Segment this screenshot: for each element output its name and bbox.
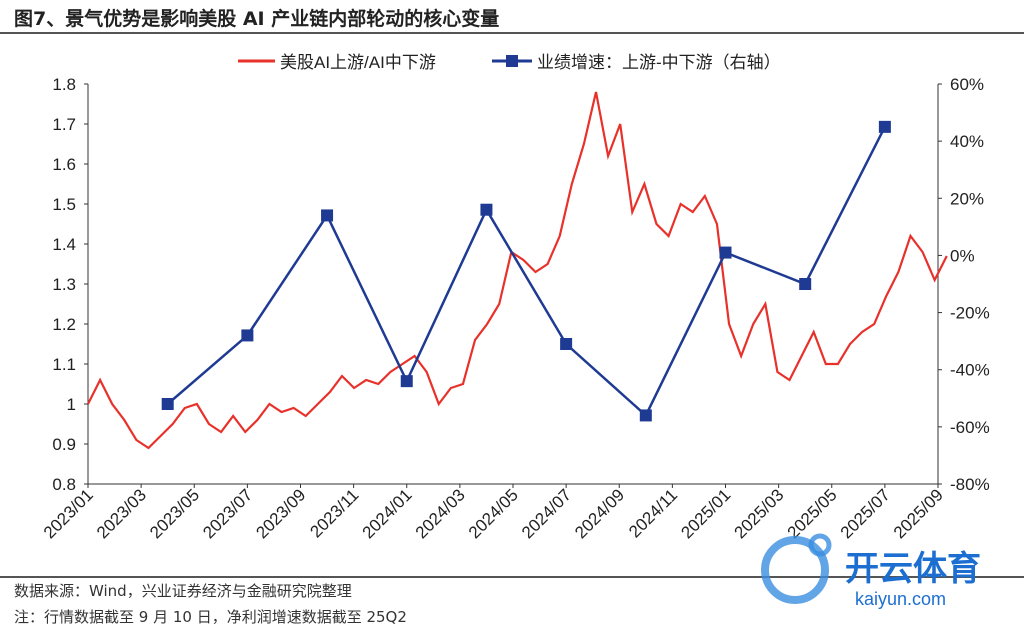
watermark-logo: 开云体育 kaiyun.com — [750, 525, 1020, 619]
earnings-growth-marker — [639, 409, 652, 422]
right-tick-label: -40% — [950, 361, 990, 380]
series-line-earnings-growth — [166, 126, 886, 418]
right-tick-label: -20% — [950, 304, 990, 323]
left-tick-label: 1.6 — [52, 155, 76, 174]
legend-label-blue: 业绩增速：上游-中下游（右轴） — [537, 53, 781, 72]
x-tick-label: 2024/07 — [518, 485, 575, 542]
x-tick-label: 2024/11 — [625, 485, 681, 541]
earnings-growth-marker — [161, 398, 174, 410]
left-tick-label: 1.5 — [52, 195, 76, 214]
footer-divider — [0, 576, 1024, 578]
left-tick-label: 1 — [67, 395, 76, 414]
earnings-growth-marker — [560, 338, 573, 350]
right-tick-label: -60% — [950, 418, 990, 437]
x-tick-label: 2024/01 — [359, 485, 416, 542]
x-tick-label: 2024/03 — [412, 485, 469, 542]
earnings-growth-marker — [799, 278, 812, 290]
title-divider — [0, 32, 1024, 34]
left-tick-label: 1.8 — [52, 75, 76, 94]
left-tick-label: 1.2 — [52, 315, 76, 334]
left-tick-label: 0.9 — [52, 435, 76, 454]
x-tick-label: 2024/09 — [571, 485, 628, 542]
figure-title: 图7、景气优势是影响美股 AI 产业链内部轮动的核心变量 — [14, 8, 500, 30]
earnings-growth-marker — [878, 120, 891, 133]
right-tick-label: 20% — [950, 189, 984, 208]
chart: 0.8 0.9 1 1.1 1.2 1.3 1.4 1.5 1.6 1.7 1.8 -80% -60% -… — [40, 53, 990, 542]
left-tick-label: 1.4 — [52, 235, 76, 254]
right-tick-label: 60% — [950, 75, 984, 94]
right-tick-label: -80% — [950, 475, 990, 494]
source-note: 数据来源：Wind，兴业证券经济与金融研究院整理 — [14, 582, 352, 600]
x-tick-label: 2023/11 — [306, 485, 362, 541]
watermark-url: kaiyun.com — [855, 589, 946, 609]
watermark-text: 开云体育 — [845, 550, 981, 588]
footnote: 注：行情数据截至 9 月 10 日，净利润增速数据截至 25Q2 — [14, 608, 407, 626]
legend-label-red: 美股AI上游/AI中下游 — [280, 53, 436, 72]
x-tick-label: 2023/07 — [199, 485, 256, 542]
left-tick-label: 1.1 — [52, 355, 76, 374]
earnings-growth-marker — [241, 329, 254, 342]
earnings-growth-marker — [400, 375, 413, 388]
left-tick-label: 0.8 — [52, 475, 76, 494]
earnings-growth-marker — [480, 203, 493, 216]
right-tick-label: 40% — [950, 132, 984, 151]
legend-marker-blue — [506, 55, 518, 67]
x-tick-label: 2023/09 — [252, 485, 309, 542]
x-tick-label: 2023/05 — [146, 485, 203, 542]
earnings-growth-marker — [321, 209, 334, 222]
x-tick-label: 2024/05 — [465, 485, 522, 542]
left-tick-label: 1.3 — [52, 275, 76, 294]
right-tick-label: 0% — [950, 246, 975, 265]
left-tick-label: 1.7 — [52, 115, 76, 134]
x-tick-label: 2025/01 — [677, 485, 734, 542]
earnings-growth-marker — [719, 246, 732, 259]
x-tick-label: 2023/03 — [93, 485, 150, 542]
series-line-upstream-ratio — [87, 91, 948, 450]
